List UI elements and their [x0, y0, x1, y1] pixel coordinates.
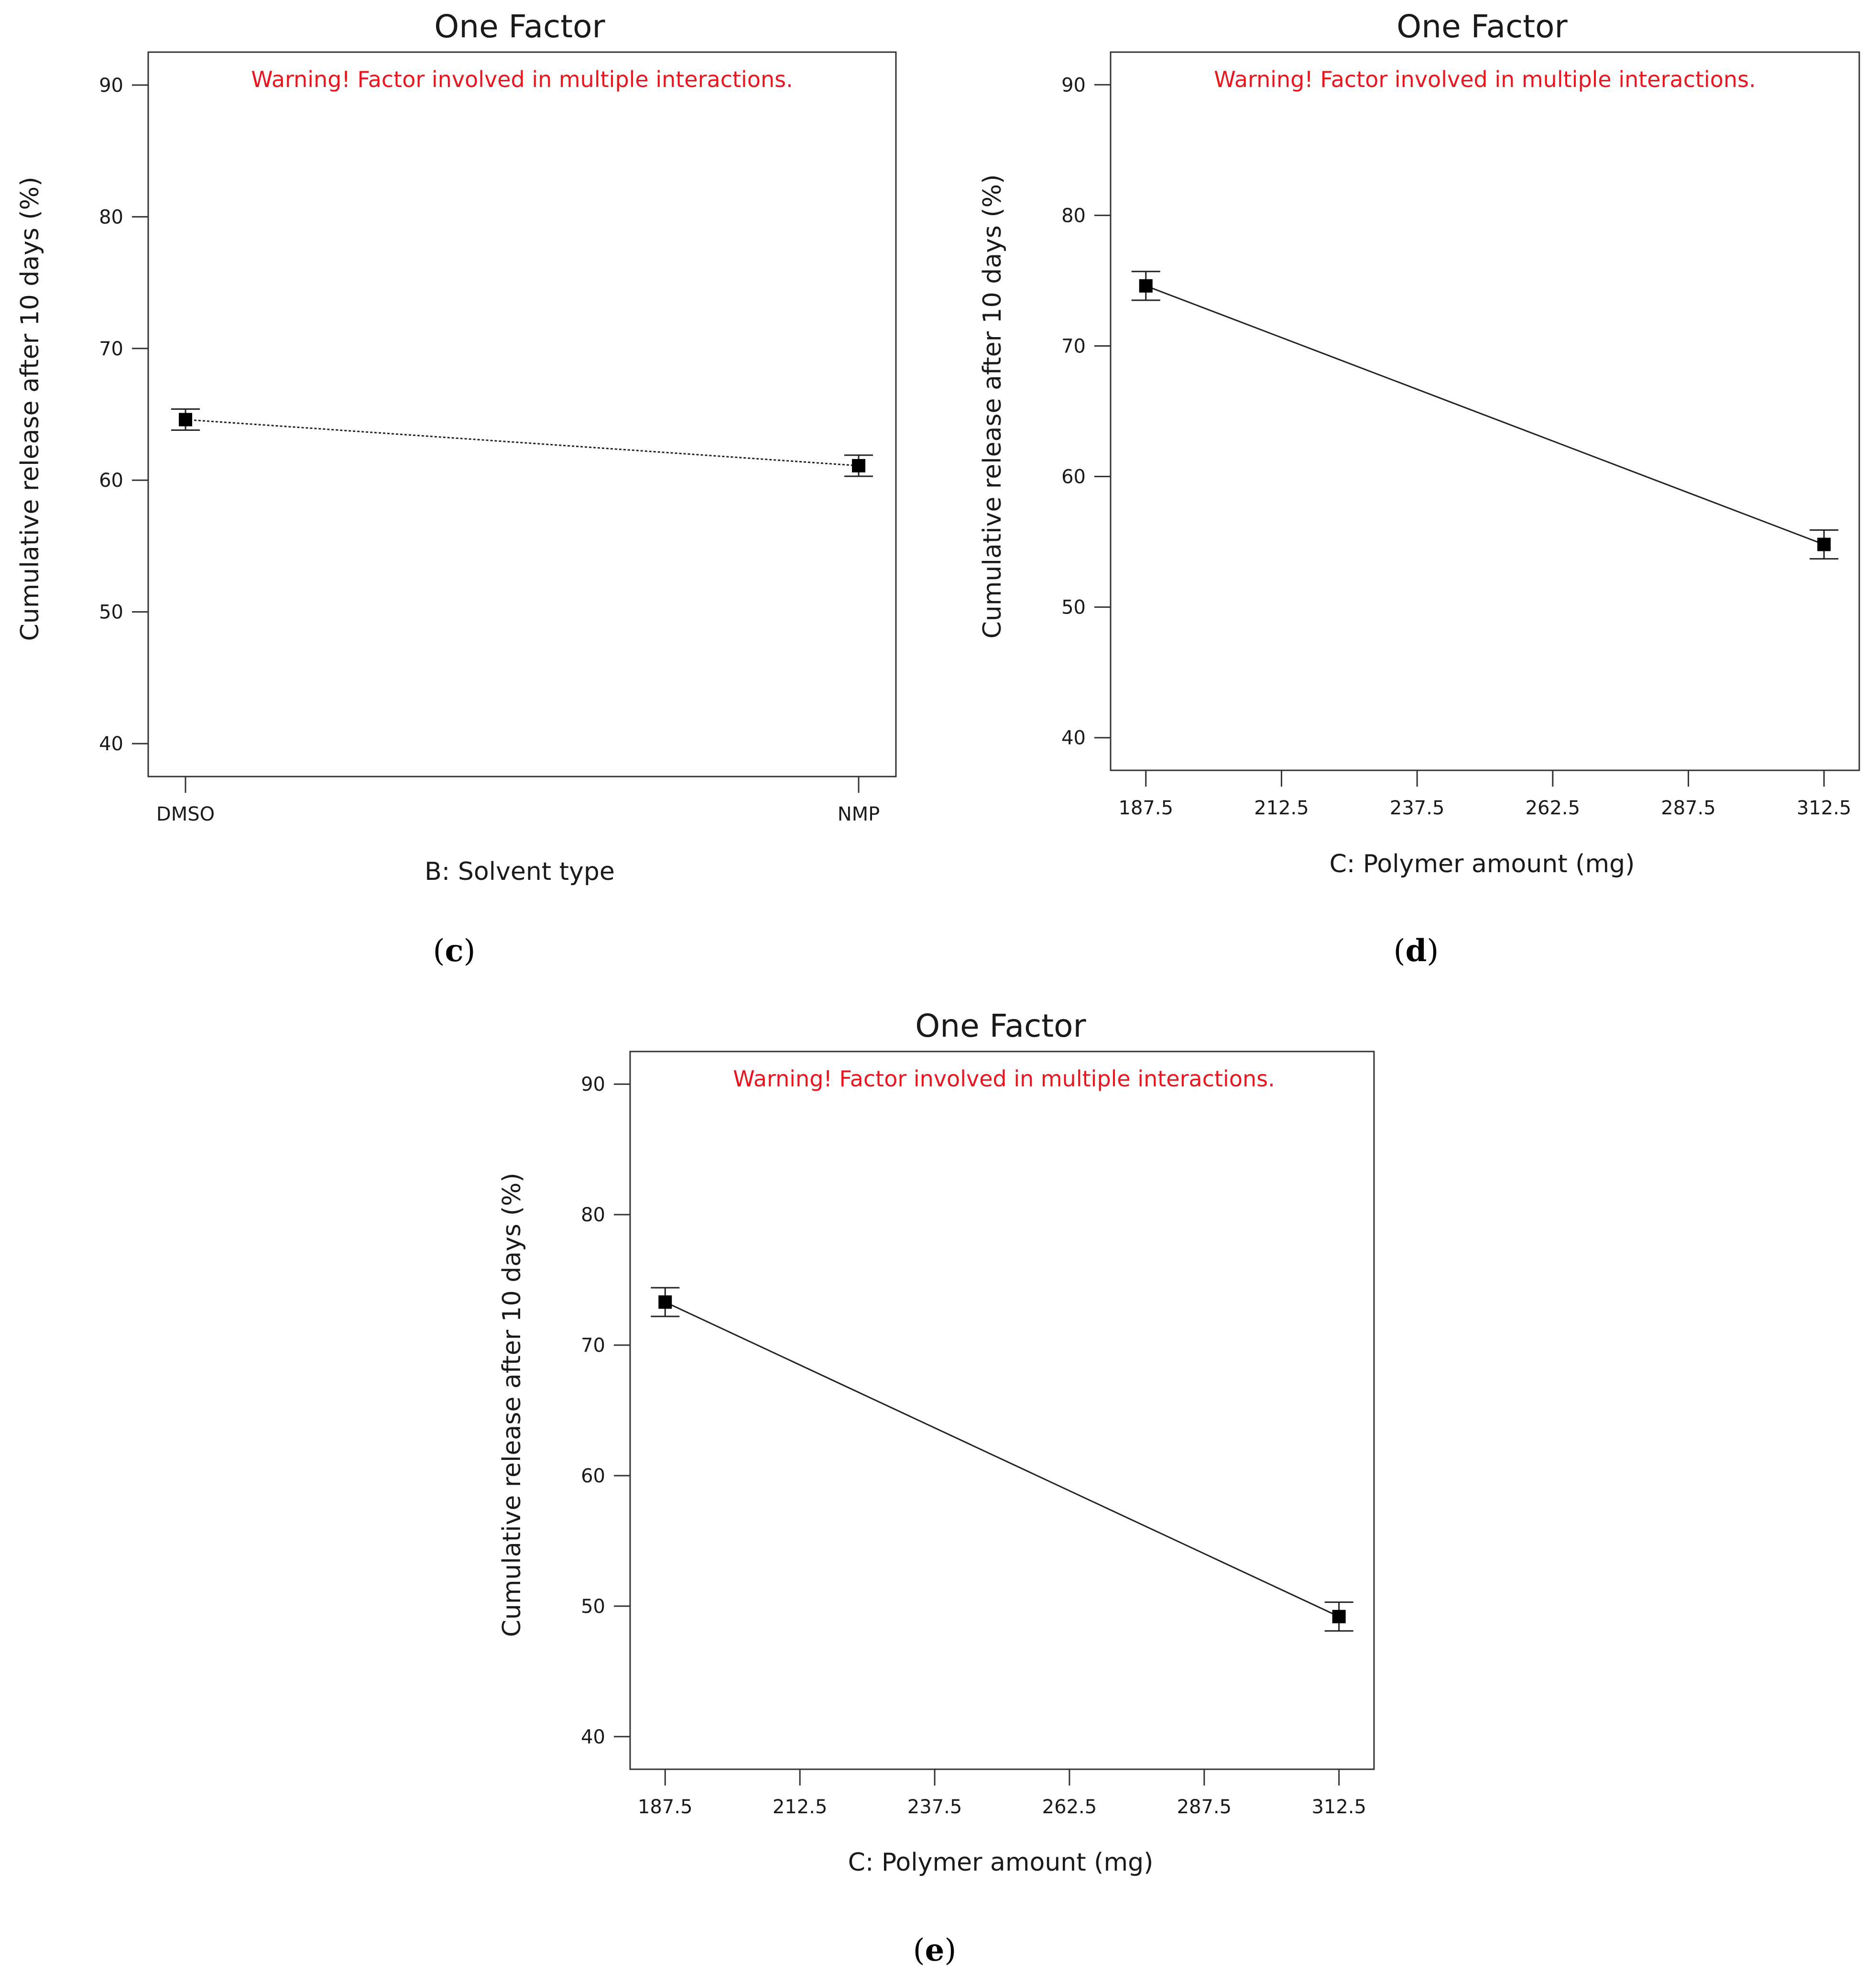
y-tick-label: 40 [581, 1726, 605, 1748]
y-axis-label: Cumulative release after 10 days (%) [978, 175, 1007, 639]
plot-marks [1131, 271, 1839, 560]
x-axis: DMSO NMP [156, 777, 880, 825]
y-axis: 90 80 70 60 50 40 [99, 75, 148, 755]
plot-frame [147, 51, 897, 778]
x-tick-label: 287.5 [1661, 797, 1716, 819]
x-tick-label: 262.5 [1526, 797, 1581, 819]
x-tick-label: 212.5 [1254, 797, 1309, 819]
data-point [658, 1295, 672, 1309]
x-tick-label: 237.5 [1390, 797, 1445, 819]
panel-letter: d [1406, 933, 1427, 969]
x-tick-label: 187.5 [1119, 797, 1174, 819]
panel-label: (e) [913, 1932, 957, 1968]
y-tick-label: 50 [99, 602, 123, 624]
data-point [1332, 1610, 1346, 1623]
y-tick-label: 70 [1061, 335, 1086, 357]
x-axis-label: B: Solvent type [425, 857, 615, 886]
x-axis: 187.5 212.5 237.5 262.5 287.5 312.5 [638, 1769, 1366, 1818]
y-axis: 90 80 70 60 50 40 [581, 1074, 630, 1748]
y-tick-label: 80 [581, 1204, 605, 1226]
y-tick-label: 90 [581, 1074, 605, 1096]
x-tick-label: 312.5 [1797, 797, 1852, 819]
y-tick-label: 80 [1061, 205, 1086, 227]
x-axis-label: C: Polymer amount (mg) [1330, 850, 1635, 878]
x-tick-label: 187.5 [638, 1796, 693, 1818]
y-tick-label: 60 [1061, 466, 1086, 488]
x-tick-label: DMSO [156, 803, 215, 825]
chart-c: One Factor Warning! Factor involved in m… [16, 8, 897, 969]
y-axis-label: Cumulative release after 10 days (%) [16, 177, 44, 641]
data-point [1139, 279, 1153, 293]
series-line [1145, 285, 1824, 546]
y-tick-label: 60 [99, 470, 123, 492]
x-tick-label: 287.5 [1177, 1796, 1232, 1818]
panel-label: (d) [1394, 933, 1439, 969]
y-axis-label: Cumulative release after 10 days (%) [498, 1173, 526, 1637]
plot-marks [651, 1287, 1353, 1632]
y-tick-label: 40 [99, 733, 123, 755]
y-tick-label: 40 [1061, 727, 1086, 749]
y-axis: 90 80 70 60 50 40 [1061, 74, 1111, 749]
chart-e: One Factor Warning! Factor involved in m… [498, 1008, 1375, 1968]
series-line [185, 419, 859, 467]
y-tick-label: 50 [1061, 597, 1086, 619]
x-tick-label: 212.5 [773, 1796, 828, 1818]
y-tick-label: 60 [581, 1465, 605, 1487]
series-line [665, 1301, 1340, 1618]
y-tick-label: 70 [99, 338, 123, 360]
x-tick-label: 237.5 [907, 1796, 962, 1818]
chart-title: One Factor [1396, 8, 1568, 45]
data-point [1817, 537, 1831, 551]
x-tick-label: 312.5 [1311, 1796, 1366, 1818]
y-tick-label: 80 [99, 206, 123, 228]
chart-d: One Factor Warning! Factor involved in m… [978, 8, 1860, 969]
y-tick-label: 90 [1061, 74, 1086, 96]
plot-frame [629, 1051, 1375, 1770]
data-point [179, 413, 192, 427]
data-point [852, 459, 865, 472]
plot-frame [1110, 51, 1860, 771]
chart-title: One Factor [434, 8, 605, 45]
x-tick-label: 262.5 [1042, 1796, 1097, 1818]
y-tick-label: 70 [581, 1335, 605, 1357]
plot-marks [171, 408, 873, 477]
panel-letter: c [445, 933, 464, 969]
y-tick-label: 50 [581, 1596, 605, 1618]
warning-annotation: Warning! Factor involved in multiple int… [1214, 66, 1756, 92]
warning-annotation: Warning! Factor involved in multiple int… [733, 1066, 1275, 1092]
y-tick-label: 90 [99, 75, 123, 97]
x-axis: 187.5 212.5 237.5 262.5 287.5 312.5 [1119, 770, 1852, 819]
x-tick-label: NMP [838, 803, 880, 825]
warning-annotation: Warning! Factor involved in multiple int… [251, 66, 793, 92]
x-axis-label: C: Polymer amount (mg) [848, 1848, 1154, 1877]
panel-letter: e [925, 1932, 945, 1968]
chart-title: One Factor [915, 1008, 1086, 1044]
panel-label: (c) [433, 933, 476, 969]
